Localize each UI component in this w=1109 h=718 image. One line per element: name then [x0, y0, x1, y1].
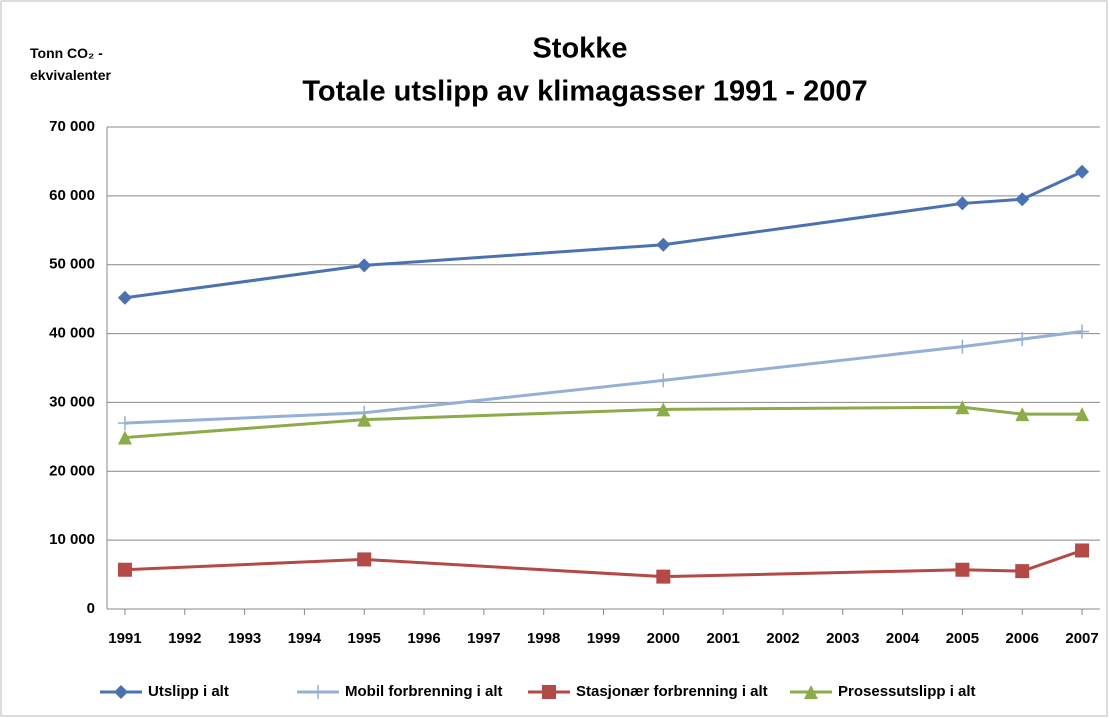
- data-point: [1015, 564, 1030, 579]
- y-tick-label: 20 000: [49, 462, 95, 479]
- x-tick-label: 2007: [1065, 630, 1098, 647]
- x-tick-label: 1994: [288, 630, 322, 647]
- data-point: [1015, 332, 1030, 347]
- x-tick-label: 1997: [467, 630, 500, 647]
- y-tick-label: 30 000: [49, 393, 95, 410]
- data-point: [357, 412, 372, 427]
- legend-label: Stasjonær forbrenning i alt: [576, 683, 768, 700]
- x-tick-label: 1996: [407, 630, 440, 647]
- data-point: [117, 290, 132, 305]
- data-point: [1075, 407, 1090, 422]
- data-point: [357, 258, 372, 273]
- data-point: [955, 562, 970, 577]
- chart-title: Stokke: [532, 33, 627, 65]
- legend-label: Mobil forbrenning i alt: [345, 683, 503, 700]
- x-tick-label: 2005: [946, 630, 979, 647]
- data-point: [117, 562, 132, 577]
- data-point: [955, 196, 970, 211]
- data-point: [656, 373, 671, 388]
- x-tick-label: 1991: [108, 630, 141, 647]
- data-point: [955, 339, 970, 354]
- data-point: [656, 569, 671, 584]
- x-tick-label: 1995: [348, 630, 381, 647]
- x-tick-label: 2006: [1006, 630, 1039, 647]
- y-tick-label: 60 000: [49, 187, 95, 204]
- x-tick-label: 2001: [706, 630, 739, 647]
- series-line: [124, 405, 1083, 440]
- chart-subtitle: Totale utslipp av klimagasser 1991 - 200…: [302, 76, 867, 108]
- data-point: [1075, 164, 1090, 179]
- series-line: [124, 330, 1083, 425]
- data-point: [1075, 324, 1090, 339]
- y-tick-label: 70 000: [49, 118, 95, 135]
- series-line: [124, 170, 1083, 300]
- y-tick-label: 0: [87, 600, 95, 617]
- x-tick-label: 1998: [527, 630, 560, 647]
- data-point: [656, 237, 671, 252]
- y-axis-label: Tonn CO₂ - ekvivalenter: [30, 45, 111, 83]
- x-tick-label: 2000: [647, 630, 680, 647]
- y-tick-label: 50 000: [49, 256, 95, 273]
- data-point: [117, 416, 132, 431]
- y-tick-label: 10 000: [49, 531, 95, 548]
- series-line: [124, 549, 1083, 579]
- x-tick-label: 2004: [886, 630, 920, 647]
- data-point: [1015, 192, 1030, 207]
- legend-marker: [542, 685, 556, 699]
- legend-label: Utslipp i alt: [148, 683, 229, 700]
- data-point: [357, 552, 372, 567]
- y-tick-label: 40 000: [49, 325, 95, 342]
- x-tick-label: 2002: [766, 630, 799, 647]
- data-point: [1075, 543, 1090, 558]
- legend-marker: [114, 685, 128, 699]
- x-tick-label: 2003: [826, 630, 859, 647]
- data-point: [656, 402, 671, 417]
- legend-marker: [311, 685, 325, 699]
- x-tick-label: 1992: [168, 630, 201, 647]
- legend-label: Prosessutslipp i alt: [838, 683, 976, 700]
- data-point: [955, 400, 970, 415]
- legend-marker: [804, 685, 818, 699]
- x-tick-label: 1993: [228, 630, 261, 647]
- x-tick-label: 1999: [587, 630, 620, 647]
- data-point: [1015, 407, 1030, 422]
- data-point: [117, 430, 132, 445]
